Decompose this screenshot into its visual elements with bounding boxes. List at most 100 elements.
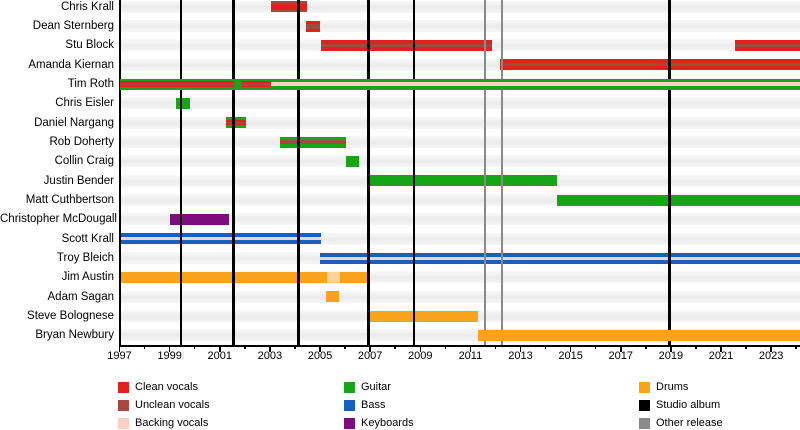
x-axis-year-label: 2001 <box>207 350 232 362</box>
row-track <box>119 290 800 303</box>
x-axis-minor-tick <box>193 345 196 349</box>
bar-layer-drums_faded <box>326 271 341 283</box>
x-axis-major-tick <box>219 345 221 352</box>
x-axis-year-label: 2009 <box>408 350 433 362</box>
bar-layer-guitar <box>175 97 190 109</box>
timeline-bar <box>119 233 322 245</box>
legend-swatch-bass <box>344 400 355 411</box>
bar-layer-unclean_vocals <box>242 82 272 86</box>
bar-layer-backing_vocals <box>271 82 800 87</box>
timeline-bar <box>500 59 800 71</box>
bar-layer-unclean_vocals <box>734 43 800 47</box>
studio-album-line <box>179 0 183 345</box>
studio-album-line <box>297 0 300 345</box>
plot-left-border <box>118 0 121 345</box>
bar-layer-drums <box>368 310 478 322</box>
member-label: Steve Bolognese <box>27 310 114 323</box>
timeline-bar <box>368 310 478 322</box>
member-label: Bryan Newbury <box>35 329 114 342</box>
row-track <box>119 213 800 226</box>
x-axis-year-label: 2007 <box>357 350 383 362</box>
legend-label-guitar: Guitar <box>361 381 391 393</box>
x-axis-minor-tick <box>143 345 146 349</box>
timeline-legend: Clean vocals Unclean vocals Backing vocals… <box>0 368 800 430</box>
member-label: Chris Eisler <box>55 97 114 110</box>
bar-layer-unclean_vocals <box>119 82 234 86</box>
row-track <box>119 155 800 168</box>
legend-swatch-drums <box>639 382 650 393</box>
x-axis-major-tick <box>569 345 572 352</box>
bar-layer-drums <box>340 271 369 283</box>
member-label: Justin Bender <box>43 174 114 187</box>
member-label: Tim Roth <box>67 78 114 91</box>
row-track <box>119 136 800 149</box>
bar-layer-unclean_vocals <box>226 121 247 125</box>
x-axis-minor-tick <box>494 345 497 349</box>
legend-label-drums: Drums <box>656 381 689 393</box>
timeline-bar <box>119 78 234 90</box>
timeline-bar <box>326 271 341 283</box>
bar-layer-drums <box>119 271 327 283</box>
legend-swatch-guitar <box>344 382 355 393</box>
x-axis-year-label: 2013 <box>508 350 533 362</box>
legend-swatch-backing_vocals <box>118 418 129 429</box>
studio-album-line <box>367 0 370 345</box>
bar-layer-keyboards <box>169 213 229 225</box>
legend-label-studio_album: Studio album <box>656 399 721 411</box>
studio-album-line <box>668 0 671 345</box>
timeline-plot: Chris Krall Dean Sternberg Stu Block Amanda… <box>0 0 800 362</box>
timeline-bar <box>320 252 800 264</box>
studio-album-line <box>412 0 416 345</box>
x-axis-major-tick <box>620 345 622 352</box>
legend-label-clean_vocals: Clean vocals <box>135 381 198 393</box>
member-label: Dean Sternberg <box>32 20 114 33</box>
x-axis-minor-tick <box>594 345 597 349</box>
legend-swatch-keyboards <box>344 418 355 429</box>
timeline-bar <box>556 194 800 206</box>
x-axis-year-label: 1997 <box>107 350 132 362</box>
x-axis-major-tick <box>519 345 522 352</box>
member-label: Matt Cuthbertson <box>25 194 114 207</box>
x-axis-major-tick <box>419 345 422 352</box>
legend-label-keyboards: Keyboards <box>361 417 414 429</box>
member-label: Jim Austin <box>61 271 114 284</box>
bar-layer-unclean_vocals <box>321 43 492 47</box>
legend-swatch-other_release <box>639 418 650 429</box>
member-label: Stu Block <box>65 39 114 52</box>
timeline-bar <box>340 271 369 283</box>
x-axis-minor-tick <box>444 345 447 349</box>
studio-album-line <box>232 0 235 345</box>
other-release-line <box>484 0 487 345</box>
member-label: Troy Bleich <box>56 252 114 265</box>
legend-swatch-studio_album <box>639 400 650 411</box>
x-axis-major-tick <box>469 345 472 352</box>
timeline-bar <box>242 78 272 90</box>
legend-label-bass: Bass <box>361 399 386 411</box>
x-axis-major-tick <box>319 345 321 352</box>
x-axis-minor-tick <box>394 345 396 349</box>
x-axis-minor-tick <box>695 345 697 349</box>
x-axis-year-label: 2021 <box>708 350 734 362</box>
timeline-bar <box>169 213 229 225</box>
timeline-bar <box>119 271 327 283</box>
x-axis-year-label: 1999 <box>157 350 182 362</box>
x-axis-major-tick <box>269 345 271 352</box>
timeline-bar <box>271 1 308 13</box>
timeline-bar <box>271 78 800 90</box>
x-axis-minor-tick <box>344 345 346 349</box>
legend-label-other_release: Other release <box>656 417 723 429</box>
bar-layer-guitar <box>346 155 359 167</box>
x-axis-minor-tick <box>244 345 246 349</box>
x-axis-line <box>119 345 800 347</box>
row-track <box>119 97 800 110</box>
x-axis-year-label: 2017 <box>608 350 634 362</box>
timeline-bar <box>233 78 243 90</box>
x-axis-year-label: 2019 <box>658 350 684 362</box>
timeline-bar <box>477 329 800 341</box>
legend-label-unclean_vocals: Unclean vocals <box>135 399 210 411</box>
member-label: Chris Krall <box>60 0 114 13</box>
member-label: Rob Doherty <box>49 136 114 149</box>
timeline-bar <box>734 39 800 51</box>
member-label: Christopher McDougall <box>0 213 117 226</box>
